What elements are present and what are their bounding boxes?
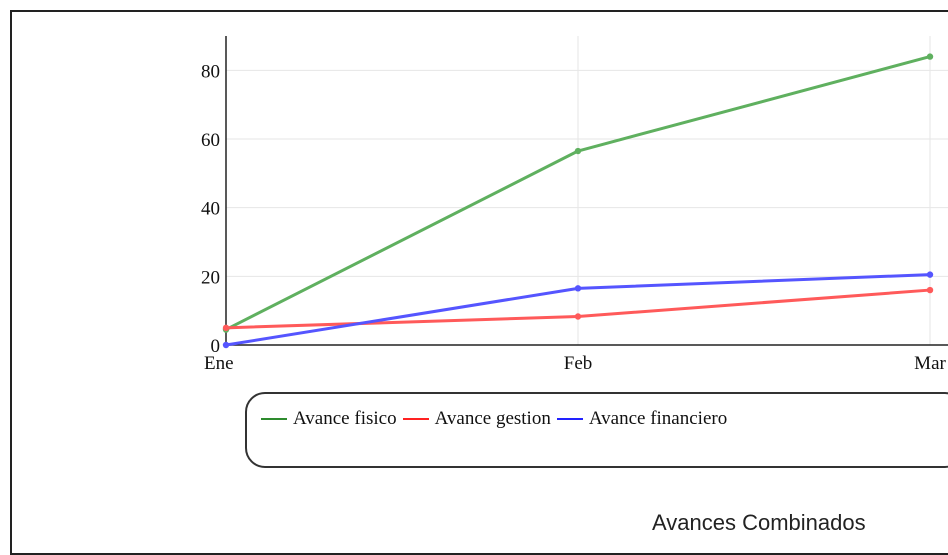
y-tick-label-60: 60: [201, 130, 220, 151]
series-layer: [222, 53, 934, 349]
x-tick-label-Mar: Mar: [914, 353, 946, 374]
data-point-avance-gestion-Mar[interactable]: [926, 286, 934, 294]
data-point-avance-financiero-Feb[interactable]: [574, 285, 582, 292]
legend-item-avance-gestion[interactable]: Avance gestion: [402, 408, 551, 430]
legend-items: Avance fisico Avance gestion Avance fina…: [261, 408, 733, 430]
x-tick-label-Ene: Ene: [204, 353, 234, 374]
legend: Avance fisico Avance gestion Avance fina…: [245, 392, 948, 468]
data-point-avance-financiero-Mar[interactable]: [926, 271, 934, 278]
legend-swatch-avance-financiero: [556, 418, 583, 420]
legend-item-avance-fisico[interactable]: Avance fisico: [261, 408, 397, 430]
data-point-avance-fisico-Feb[interactable]: [574, 147, 582, 155]
grid-layer: [226, 36, 948, 345]
legend-item-avance-financiero[interactable]: Avance financiero: [556, 408, 728, 430]
legend-label-avance-gestion: Avance gestion: [434, 408, 551, 429]
legend-swatch-avance-fisico: [261, 418, 287, 420]
y-tick-label-20: 20: [201, 267, 220, 288]
legend-label-avance-financiero: Avance financiero: [588, 408, 728, 429]
data-point-avance-gestion-Feb[interactable]: [574, 313, 582, 320]
legend-label-avance-fisico: Avance fisico: [293, 408, 397, 429]
y-tick-label-0: 0: [211, 336, 221, 357]
data-point-avance-financiero-Ene[interactable]: [222, 341, 230, 349]
data-point-avance-gestion-Ene[interactable]: [222, 324, 230, 332]
axes-layer: [225, 36, 948, 346]
chart-title: Avances Combinados: [652, 510, 866, 535]
legend-swatch-avance-gestion: [402, 418, 429, 420]
data-point-avance-fisico-Mar[interactable]: [926, 53, 934, 60]
tick-labels: 0 20 40 60 80 Ene Feb Mar: [201, 61, 946, 374]
x-tick-label-Feb: Feb: [564, 353, 593, 374]
y-tick-label-40: 40: [201, 199, 220, 220]
y-tick-label-80: 80: [201, 61, 220, 82]
